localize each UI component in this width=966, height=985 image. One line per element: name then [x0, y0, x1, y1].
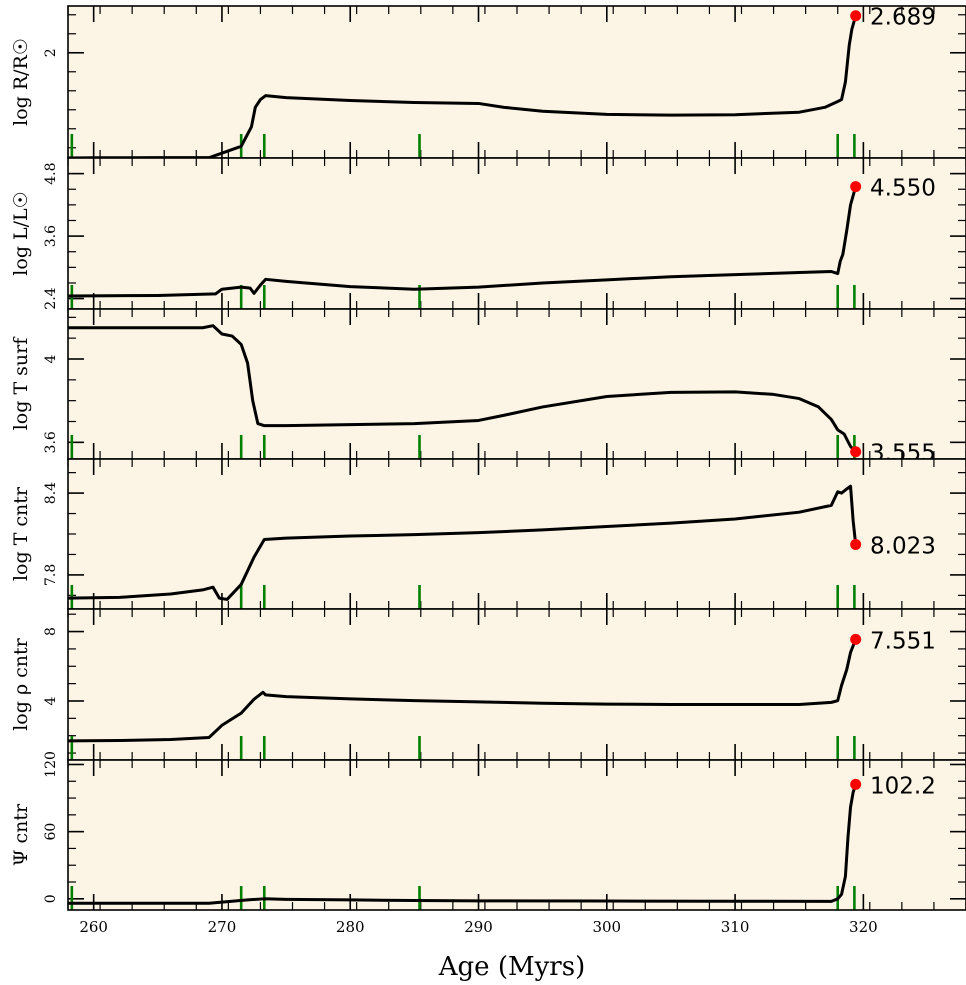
end-marker — [850, 446, 862, 458]
panel-6: 0 60 120 Ψ cntr 102.2 — [10, 751, 966, 911]
panel-background — [68, 158, 966, 309]
y-axis-label: Ψ cntr — [10, 803, 32, 866]
end-marker — [850, 633, 862, 645]
x-tick-label: 280 — [336, 918, 365, 936]
y-tick-label: 7.8 — [43, 564, 59, 586]
y-tick-label: 2.4 — [43, 287, 59, 309]
end-marker — [850, 181, 862, 193]
value-label: 7.551 — [870, 628, 936, 654]
y-tick-label: 60 — [43, 823, 59, 841]
x-tick-label: 290 — [464, 918, 493, 936]
y-tick-label: 4 — [43, 354, 59, 363]
x-tick-label: 270 — [208, 918, 237, 936]
panel-background — [68, 760, 966, 910]
y-axis-label: log ρ cntr — [10, 637, 32, 730]
value-label: 102.2 — [870, 773, 936, 799]
y-tick-label: 8.4 — [43, 482, 59, 504]
y-tick-label: 4.8 — [43, 162, 59, 184]
x-axis: Age (Myrs) 260 270 280 290 300 310 320 — [79, 918, 877, 982]
end-marker — [850, 10, 862, 22]
series-line — [67, 638, 858, 743]
series-line — [67, 484, 858, 601]
panel-background — [68, 459, 966, 609]
x-tick-label: 300 — [592, 918, 621, 936]
end-marker — [850, 539, 862, 550]
y-tick-label: 3.6 — [43, 225, 59, 247]
y-tick-label: 2 — [43, 48, 59, 57]
series-line — [68, 783, 858, 905]
panel-2: 2.4 3.6 4.8 log L/L☉ 4.550 — [10, 157, 966, 310]
series-line — [68, 324, 857, 453]
panel-background — [68, 309, 966, 459]
value-label: 8.023 — [870, 534, 936, 560]
y-tick-label: 8 — [43, 627, 59, 636]
y-axis-label: log R/R☉ — [10, 38, 32, 126]
x-tick-label: 310 — [721, 918, 750, 936]
panel-5: 4 8 log ρ cntr 7.551 — [10, 608, 966, 761]
series-line — [67, 15, 858, 160]
y-axis-label: log T surf — [10, 336, 32, 431]
y-tick-label: 0 — [43, 894, 59, 903]
value-label: 2.689 — [870, 5, 936, 31]
x-tick-label: 320 — [849, 918, 878, 936]
y-tick-label: 120 — [43, 751, 59, 778]
y-axis-label: log T cntr — [10, 486, 32, 581]
panel-background — [68, 6, 966, 158]
x-axis-label: Age (Myrs) — [438, 952, 585, 982]
series-line — [67, 186, 858, 298]
panel-4: 7.8 8.4 log T cntr 8.023 — [10, 458, 966, 610]
panels: 2 log R/R☉ 2.689 2.4 3.6 4.8 log L/L☉ 4.550 3.6 4… — [10, 5, 966, 911]
panel-1: 2 log R/R☉ 2.689 — [10, 5, 966, 160]
y-axis-label: log L/L☉ — [10, 191, 32, 275]
panel-frame — [67, 759, 966, 911]
end-marker — [850, 778, 862, 790]
x-tick-label: 260 — [79, 918, 108, 936]
y-tick-label: 3.6 — [43, 431, 59, 453]
value-label: 4.550 — [870, 176, 936, 202]
panel-background — [68, 609, 966, 760]
y-tick-label: 4 — [43, 696, 59, 705]
